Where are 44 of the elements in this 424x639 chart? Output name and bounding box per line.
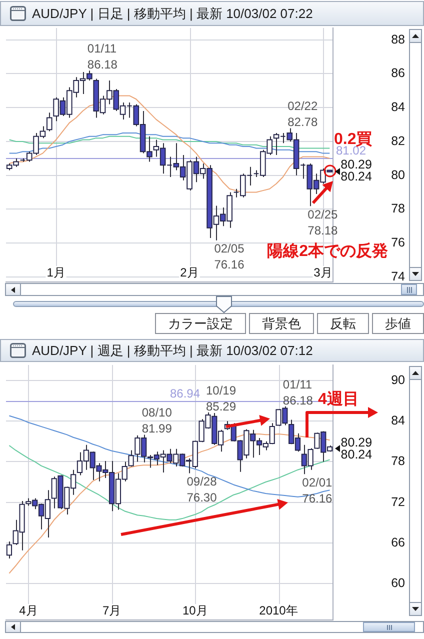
y-tick-label: 60	[391, 576, 406, 590]
annotation: 09/28 76.30	[186, 474, 218, 505]
x-tick-label: 7月	[102, 604, 122, 618]
y-tick-label: 84	[391, 414, 406, 428]
button: 反転	[317, 313, 369, 334]
annotation: 02/05 76.16	[214, 242, 245, 272]
y-tick-label: 72	[391, 494, 406, 509]
x-tick-label: 2月	[180, 266, 199, 280]
annotation: 02/22 82.78	[288, 99, 318, 130]
annotation: 08/10 81.99	[142, 406, 172, 436]
y-tick-label: 84	[391, 100, 406, 114]
y-tick-label: 80	[391, 168, 406, 182]
y-tick-label: 88	[391, 32, 406, 46]
y-tick-label: 78	[391, 202, 406, 216]
x-tick-label: 10月	[182, 604, 208, 618]
x-tick-label: 3月	[314, 266, 332, 280]
annotation: 陽線2本での反発	[267, 242, 388, 260]
title-bar: AUD/JPY | 日足 | 移動平均 | 最新 10/03/02 07:22	[0, 1, 424, 26]
text: 80.29	[340, 158, 372, 172]
y-tick-label: 74	[391, 269, 406, 284]
y-tick-label: 90	[391, 373, 406, 388]
x-tick-label: 4月	[19, 604, 38, 618]
chart-title: AUD/JPY | 週足 | 移動平均 | 最新 10/03/02 07:12	[32, 342, 313, 360]
chart-title: AUD/JPY | 日足 | 移動平均 | 最新 10/03/02 07:22	[32, 4, 313, 22]
annotation: 10/19 85.29	[206, 383, 236, 414]
y-tick-label: 76	[391, 236, 406, 250]
annotation: 01/11 86.18	[87, 42, 118, 72]
button: 歩値	[372, 313, 424, 334]
button: 背景色	[249, 313, 314, 334]
text: 80.29	[340, 435, 372, 450]
ref-line-label: 86.94	[170, 386, 200, 401]
x-tick-label: 1月	[46, 266, 66, 280]
text: 80.24	[340, 170, 372, 184]
x-tick-label: 2010年	[259, 604, 298, 618]
annotation: 4週目	[318, 390, 359, 408]
y-tick-label: 86	[391, 66, 406, 80]
annotation: 02/25 78.18	[308, 207, 338, 238]
title-bar: AUD/JPY | 週足 | 移動平均 | 最新 10/03/02 07:12	[0, 339, 424, 362]
y-tick-label: 66	[391, 535, 406, 550]
text: 80.24	[340, 447, 372, 462]
annotation: 02/01 76.16	[302, 475, 333, 506]
y-tick-label: 82	[391, 134, 406, 148]
y-tick-label: 78	[391, 454, 406, 468]
button: カラー設定	[155, 313, 246, 334]
